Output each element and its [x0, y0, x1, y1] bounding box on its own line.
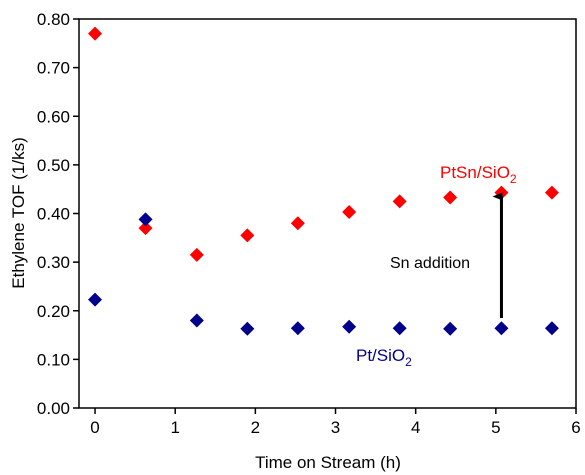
data-point	[138, 221, 153, 236]
data-point	[189, 313, 204, 328]
x-axis-title: Time on Stream (h)	[255, 453, 401, 472]
x-tick-label: 5	[491, 418, 500, 437]
data-point	[342, 205, 357, 220]
data-point	[138, 212, 153, 227]
data-point	[392, 194, 407, 209]
y-tick-label: 0.00	[37, 399, 70, 418]
sn-addition-label: Sn addition	[390, 255, 470, 272]
data-point	[544, 321, 559, 336]
data-point	[240, 228, 255, 243]
y-tick-label: 0.10	[37, 350, 70, 369]
series-label-pt: Pt/SiO2	[356, 346, 412, 369]
data-point	[88, 26, 103, 41]
data-point	[240, 321, 255, 336]
svg-text:PtSn/SiO2: PtSn/SiO2	[440, 163, 517, 186]
y-tick-label: 0.40	[37, 205, 70, 224]
svg-text:Pt/SiO2: Pt/SiO2	[356, 346, 412, 369]
x-tick-label: 3	[331, 418, 340, 437]
series-points	[88, 26, 559, 336]
data-point	[342, 319, 357, 334]
sn-addition-annotation: Sn addition	[390, 192, 503, 319]
x-tick-label: 0	[90, 418, 99, 437]
y-tick-label: 0.60	[37, 107, 70, 126]
x-tick-label: 6	[571, 418, 580, 437]
series-label-pt-main: Pt/SiO	[356, 346, 405, 365]
data-point	[290, 216, 305, 231]
x-axis-ticks: 0 1 2 3 4 5 6	[90, 408, 581, 437]
series-label-ptsn-main: PtSn/SiO	[440, 163, 510, 182]
y-tick-label: 0.80	[37, 10, 70, 29]
data-point	[443, 190, 458, 205]
y-tick-label: 0.30	[37, 253, 70, 272]
series-label-ptsn: PtSn/SiO2	[440, 163, 517, 186]
data-point	[544, 185, 559, 200]
series-ptsn-points	[88, 26, 559, 262]
y-axis-title: Ethylene TOF (1/ks)	[9, 137, 28, 288]
x-tick-label: 4	[411, 418, 420, 437]
series-label-ptsn-sub: 2	[510, 172, 517, 186]
data-point	[494, 321, 509, 336]
data-point	[290, 321, 305, 336]
series-label-pt-sub: 2	[405, 355, 412, 369]
series-pt-points	[88, 212, 559, 336]
y-tick-label: 0.70	[37, 59, 70, 78]
x-tick-label: 2	[251, 418, 260, 437]
y-tick-label: 0.20	[37, 302, 70, 321]
data-point	[443, 321, 458, 336]
data-point	[392, 321, 407, 336]
x-tick-label: 1	[170, 418, 179, 437]
y-axis-ticks: 0.00 0.10 0.20 0.30 0.40 0.50 0.60 0.70 0.80	[37, 10, 79, 418]
data-point	[189, 247, 204, 262]
data-point	[88, 292, 103, 307]
y-tick-label: 0.50	[37, 156, 70, 175]
